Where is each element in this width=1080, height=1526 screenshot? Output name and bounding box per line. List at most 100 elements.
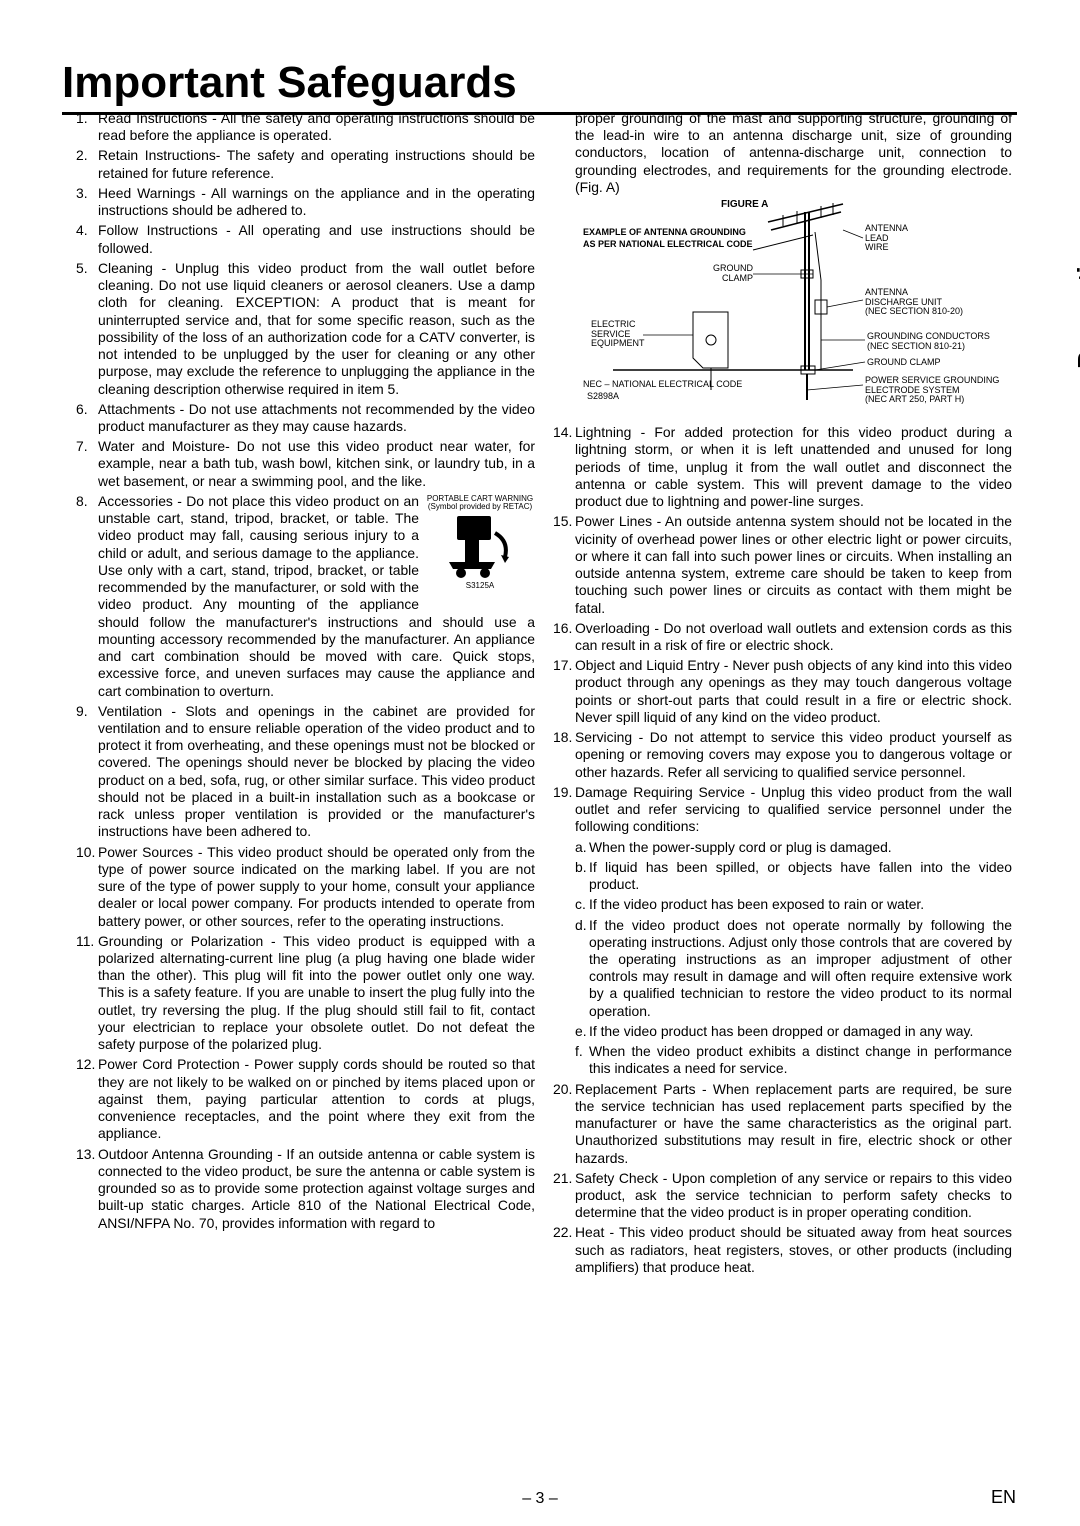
list-item: 15.Power Lines - An outside antenna syst… bbox=[553, 513, 1012, 616]
item-number: 20. bbox=[553, 1081, 572, 1098]
figa-sub1: EXAMPLE OF ANTENNA GROUNDING bbox=[583, 228, 746, 237]
list-item: 14.Lightning - For added protection for … bbox=[553, 424, 1012, 510]
item-text: Heat - This video product should be situ… bbox=[575, 1224, 1012, 1274]
item-number: 14. bbox=[553, 424, 572, 441]
figa-sub2: AS PER NATIONAL ELECTRICAL CODE bbox=[583, 240, 753, 249]
figa-electric: ELECTRIC SERVICE EQUIPMENT bbox=[591, 320, 645, 348]
page-title: Important Safeguards bbox=[62, 58, 1017, 115]
item-number: 2. bbox=[76, 147, 88, 164]
page-number: – 3 – bbox=[522, 1490, 558, 1508]
portable-cart-warning: PORTABLE CART WARNING(Symbol provided by… bbox=[425, 495, 535, 595]
sub-letter: a. bbox=[575, 839, 587, 856]
item-number: 15. bbox=[553, 513, 572, 530]
list-item: 22.Heat - This video product should be s… bbox=[553, 1224, 1012, 1276]
list-item: 11.Grounding or Polarization - This vide… bbox=[76, 933, 535, 1054]
list-item: 12.Power Cord Protection - Power supply … bbox=[76, 1056, 535, 1142]
item-number: 9. bbox=[76, 703, 88, 720]
item-text: Cleaning - Unplug this video product fro… bbox=[98, 260, 535, 397]
sub-letter: f. bbox=[575, 1043, 583, 1060]
item-number: 18. bbox=[553, 729, 572, 746]
figa-antenna-lead: ANTENNA LEAD WIRE bbox=[865, 224, 908, 252]
list-item: 4. Follow Instructions - All operating an… bbox=[76, 222, 535, 256]
sub-text: If the video product does not operate no… bbox=[589, 917, 1012, 1019]
figa-clamp2: GROUND CLAMP bbox=[867, 358, 941, 367]
item-number: 3. bbox=[76, 185, 88, 202]
item-number: 1. bbox=[76, 110, 88, 127]
sub-item: f. When the video product exhibits a dist… bbox=[553, 1043, 1012, 1077]
item-number: 16. bbox=[553, 620, 572, 637]
item-text: Object and Liquid Entry - Never push obj… bbox=[575, 657, 1012, 725]
item-text: Replacement Parts - When replacement par… bbox=[575, 1081, 1012, 1166]
item-number: 22. bbox=[553, 1224, 572, 1241]
item-number: 5. bbox=[76, 260, 88, 277]
list-item: 21.Safety Check - Upon completion of any… bbox=[553, 1170, 1012, 1222]
item-text: Ventilation - Slots and openings in the … bbox=[98, 703, 535, 840]
list-item: 20.Replacement Parts - When replacement … bbox=[553, 1081, 1012, 1167]
item-number: 10. bbox=[76, 844, 95, 861]
figa-power-service: POWER SERVICE GROUNDING ELECTRODE SYSTEM… bbox=[865, 376, 999, 404]
right-column: proper grounding of the mast and support… bbox=[553, 110, 1012, 1279]
item-number: 19. bbox=[553, 784, 572, 801]
cart-icon bbox=[445, 513, 515, 579]
right-list: 14.Lightning - For added protection for … bbox=[553, 424, 1012, 835]
sub-item: b.If liquid has been spilled, or objects… bbox=[553, 859, 1012, 893]
footer-language: EN bbox=[991, 1487, 1016, 1508]
list-item: 9. Ventilation - Slots and openings in th… bbox=[76, 703, 535, 841]
sub-text: When the power-supply cord or plug is da… bbox=[589, 839, 892, 855]
item-13-continuation: proper grounding of the mast and support… bbox=[553, 110, 1012, 196]
item-number: 7. bbox=[76, 438, 88, 455]
list-item: 3. Heed Warnings - All warnings on the ap… bbox=[76, 185, 535, 219]
list-item: 7. Water and Moisture- Do not use this vi… bbox=[76, 438, 535, 490]
sub-item: d.If the video product does not operate … bbox=[553, 917, 1012, 1020]
right-list-2: 20.Replacement Parts - When replacement … bbox=[553, 1081, 1012, 1277]
item-text: Retain Instructions- The safety and oper… bbox=[98, 147, 535, 180]
item-text: Grounding or Polarization - This video p… bbox=[98, 933, 535, 1052]
cart-label2: (Symbol provided by RETAC) bbox=[425, 503, 535, 511]
list-item: 2. Retain Instructions- The safety and op… bbox=[76, 147, 535, 181]
item-text: Outdoor Antenna Grounding - If an outsid… bbox=[98, 1146, 535, 1231]
sub-text: If the video product has been dropped or… bbox=[589, 1023, 973, 1039]
item-text: Follow Instructions - All operating and … bbox=[98, 222, 535, 255]
figa-ground-clamp: GROUND CLAMP bbox=[713, 264, 753, 283]
item-text: Power Sources - This video product shoul… bbox=[98, 844, 535, 929]
list-item: 19.Damage Requiring Service - Unplug thi… bbox=[553, 784, 1012, 836]
figa-conductor: GROUNDING CONDUCTORS (NEC SECTION 810-21… bbox=[867, 332, 990, 351]
sub-letter: d. bbox=[575, 917, 587, 934]
item-number: 17. bbox=[553, 657, 572, 674]
sub-letter: c. bbox=[575, 896, 586, 913]
item-text: Water and Moisture- Do not use this vide… bbox=[98, 438, 535, 488]
sub-text: If the video product has been exposed to… bbox=[589, 896, 924, 912]
sub-letter: b. bbox=[575, 859, 587, 876]
left-column: 1. Read Instructions - All the safety and… bbox=[76, 110, 535, 1279]
list-item: 16.Overloading - Do not overload wall ou… bbox=[553, 620, 1012, 654]
item-text: Overloading - Do not overload wall outle… bbox=[575, 620, 1012, 653]
sub-item: a.When the power-supply cord or plug is … bbox=[553, 839, 1012, 856]
item-number: 21. bbox=[553, 1170, 572, 1187]
sub-item: e.If the video product has been dropped … bbox=[553, 1023, 1012, 1040]
list-item: 18.Servicing - Do not attempt to service… bbox=[553, 729, 1012, 781]
figa-title: FIGURE A bbox=[721, 200, 768, 211]
item-text: Power Cord Protection - Power supply cor… bbox=[98, 1056, 535, 1141]
list-item: 13.Outdoor Antenna Grounding - If an out… bbox=[76, 1146, 535, 1232]
item-text: Power Lines - An outside antenna system … bbox=[575, 513, 1012, 615]
list-item: 8.PORTABLE CART WARNING(Symbol provided … bbox=[76, 493, 535, 700]
item-text: Read Instructions - All the safety and o… bbox=[98, 110, 535, 143]
left-list: 1. Read Instructions - All the safety and… bbox=[76, 110, 535, 1232]
item-text: Heed Warnings - All warnings on the appl… bbox=[98, 185, 535, 218]
figa-discharge: ANTENNA DISCHARGE UNIT (NEC SECTION 810-… bbox=[865, 288, 963, 316]
list-item: 17.Object and Liquid Entry - Never push … bbox=[553, 657, 1012, 726]
sub-text: When the video product exhibits a distin… bbox=[589, 1043, 1012, 1076]
item-number: 4. bbox=[76, 222, 88, 239]
item-text: Lightning - For added protection for thi… bbox=[575, 424, 1012, 509]
figure-a-diagram: FIGURE A EXAMPLE OF ANTENNA GROUNDING AS… bbox=[553, 200, 1012, 418]
list-item: 6.Attachments - Do not use attachments n… bbox=[76, 401, 535, 435]
list-item: 1. Read Instructions - All the safety and… bbox=[76, 110, 535, 144]
item-number: 13. bbox=[76, 1146, 95, 1163]
cart-code: S3125A bbox=[425, 581, 535, 591]
list-item: 10.Power Sources - This video product sh… bbox=[76, 844, 535, 930]
figa-code: S2898A bbox=[587, 392, 619, 401]
content-area: 1. Read Instructions - All the safety and… bbox=[76, 110, 1012, 1279]
item-number: 11. bbox=[76, 933, 94, 950]
sub-item: c.If the video product has been exposed … bbox=[553, 896, 1012, 913]
item-number: 6. bbox=[76, 401, 88, 418]
